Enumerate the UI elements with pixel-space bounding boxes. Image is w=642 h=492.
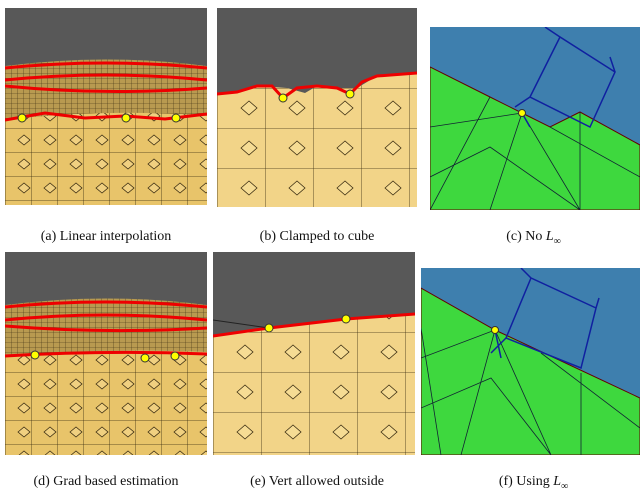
panel-b-image bbox=[217, 8, 417, 207]
caption-text: (e) Vert allowed outside bbox=[250, 474, 384, 489]
panel-c-image bbox=[430, 27, 640, 210]
caption-text: (d) Grad based estimation bbox=[33, 474, 178, 489]
caption: (c) No L∞ bbox=[425, 229, 642, 247]
caption-text: (c) No bbox=[506, 229, 546, 244]
caption: (d) Grad based estimation bbox=[0, 474, 212, 490]
caption: (a) Linear interpolation bbox=[0, 229, 212, 245]
caption: (e) Vert allowed outside bbox=[212, 474, 422, 490]
panel-a-image bbox=[5, 8, 207, 205]
caption-text: (b) Clamped to cube bbox=[260, 229, 375, 244]
caption-text: ∞ bbox=[561, 481, 568, 492]
panel-d-image bbox=[5, 252, 207, 455]
caption-text: L bbox=[553, 474, 561, 489]
caption-text: (a) Linear interpolation bbox=[41, 229, 172, 244]
panel-f-image bbox=[421, 268, 640, 455]
figure: {"captions": [ {"text": "(a) Linear inte… bbox=[0, 0, 642, 491]
caption: (b) Clamped to cube bbox=[212, 229, 422, 245]
caption-text: (f) Using bbox=[499, 474, 553, 489]
caption-text: L bbox=[546, 229, 554, 244]
panel-e-image bbox=[213, 252, 415, 455]
caption: (f) Using L∞ bbox=[425, 474, 642, 492]
caption-text: ∞ bbox=[554, 236, 561, 247]
